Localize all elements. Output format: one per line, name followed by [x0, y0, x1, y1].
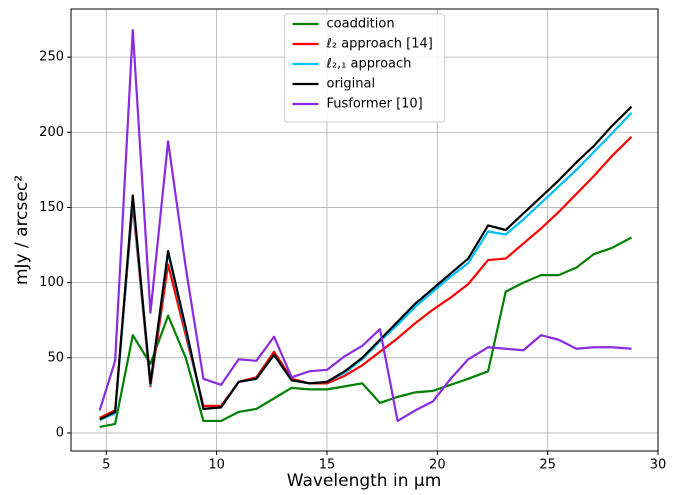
y-axis-label: mJy / arcsec² [12, 175, 32, 285]
series-line [98, 28, 632, 423]
series-line [99, 136, 633, 419]
x-tick-label: 20 [429, 458, 446, 473]
x-tick-label: 5 [102, 458, 110, 473]
x-tick-label: 15 [319, 458, 336, 473]
legend-label: original [327, 77, 376, 92]
legend-label: Fusformer [10] [327, 97, 423, 112]
y-tick-label: 200 [39, 125, 64, 140]
legend: coaddition ℓ₂ approach [14] ℓ₂,₁ approach o… [284, 13, 445, 123]
legend-box [284, 13, 445, 123]
x-tick-label: 25 [539, 458, 556, 473]
x-tick-label: 10 [208, 458, 225, 473]
y-tick-label: 100 [39, 275, 64, 290]
series-line [99, 111, 633, 421]
y-tick-label: 150 [39, 200, 64, 215]
series-line [99, 236, 633, 429]
y-tick-label: 50 [47, 350, 64, 365]
plot-frame [70, 8, 659, 452]
x-tick-label: 30 [650, 458, 667, 473]
legend-label: coaddition [327, 17, 395, 32]
y-tick-label: 250 [39, 50, 64, 65]
legend-label: ℓ₂ approach [14] [326, 37, 433, 52]
x-axis-label: Wavelength in µm [287, 471, 442, 491]
series-line [99, 105, 633, 421]
y-tick-label: 0 [56, 425, 64, 440]
legend-label: ℓ₂,₁ approach [326, 57, 412, 72]
